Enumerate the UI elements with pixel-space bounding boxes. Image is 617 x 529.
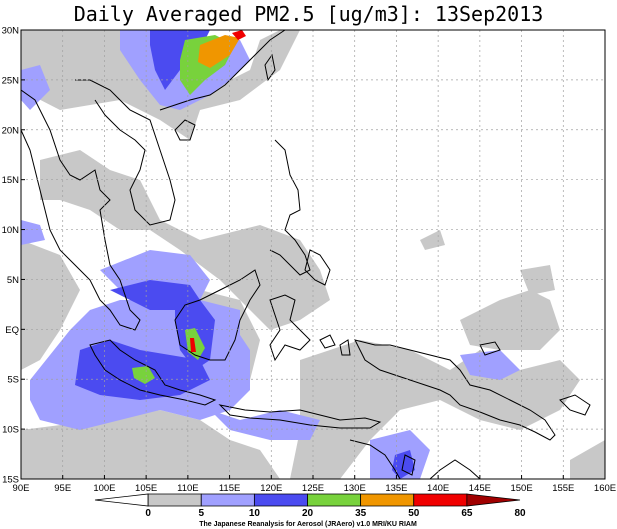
x-tick-label: 155E bbox=[552, 483, 574, 494]
y-tick-label: 15N bbox=[2, 175, 20, 186]
colorbar-swatch bbox=[147, 493, 202, 507]
coastlines bbox=[21, 30, 591, 479]
colorbar-tick-label: 35 bbox=[355, 508, 367, 519]
y-tick-label: 5S bbox=[7, 375, 19, 386]
y-tick-label: 5N bbox=[7, 275, 19, 286]
x-tick-label: 90E bbox=[13, 483, 30, 494]
colorbar-swatch bbox=[307, 493, 362, 507]
colorbar-tick-label: 10 bbox=[249, 508, 261, 519]
graticule bbox=[21, 30, 605, 479]
map-title: Daily Averaged PM2.5 [ug/m3]: 13Sep2013 bbox=[73, 2, 544, 26]
colorbar-tick-label: 65 bbox=[461, 508, 473, 519]
credit-text: The Japanese Reanalysis for Aerosol (JRA… bbox=[199, 521, 417, 528]
y-tick-label: 10N bbox=[2, 225, 20, 236]
concentration-field bbox=[21, 30, 605, 479]
x-tick-label: 130E bbox=[344, 483, 366, 494]
x-tick-label: 160E bbox=[594, 483, 616, 494]
colorbar-swatch bbox=[360, 493, 415, 507]
y-tick-label: 20N bbox=[2, 125, 20, 136]
colorbar-swatch bbox=[413, 493, 468, 507]
x-tick-label: 125E bbox=[302, 483, 324, 494]
y-tick-label: 30N bbox=[2, 26, 20, 37]
colorbar-tick-label: 5 bbox=[198, 508, 204, 519]
colorbar-swatch bbox=[466, 493, 521, 507]
x-tick-label: 100E bbox=[93, 483, 115, 494]
colorbar-tick-label: 20 bbox=[302, 508, 314, 519]
x-tick-label: 150E bbox=[510, 483, 532, 494]
colorbar-tick-label: 0 bbox=[145, 508, 151, 519]
colorbar-swatch bbox=[200, 493, 255, 507]
y-tick-label: 15S bbox=[2, 475, 19, 486]
colorbar-tick-label: 80 bbox=[514, 508, 526, 519]
colorbar-swatch bbox=[253, 493, 308, 507]
longitude-axis: 90E 95E 100E 105E 110E 115E 120E 125E 130E 135E 14… bbox=[13, 475, 616, 494]
x-tick-label: 135E bbox=[385, 483, 407, 494]
y-tick-label: 10S bbox=[2, 425, 19, 436]
x-tick-label: 115E bbox=[219, 483, 240, 494]
y-tick-label: EQ bbox=[5, 325, 19, 336]
x-tick-label: 105E bbox=[135, 483, 157, 494]
x-tick-label: 120E bbox=[260, 483, 282, 494]
x-tick-label: 110E bbox=[177, 483, 198, 494]
y-tick-label: 25N bbox=[2, 75, 20, 86]
latitude-axis: 30N 25N 20N 15N 10N 5N EQ 5S 10S 15S bbox=[2, 26, 25, 486]
x-tick-label: 145E bbox=[469, 483, 491, 494]
x-tick-label: 140E bbox=[427, 483, 449, 494]
colorbar-tick-label: 50 bbox=[408, 508, 420, 519]
colorbar: 0 5 10 20 35 50 65 80 bbox=[94, 493, 526, 519]
x-tick-label: 95E bbox=[54, 483, 71, 494]
colorbar-swatch bbox=[94, 493, 149, 507]
